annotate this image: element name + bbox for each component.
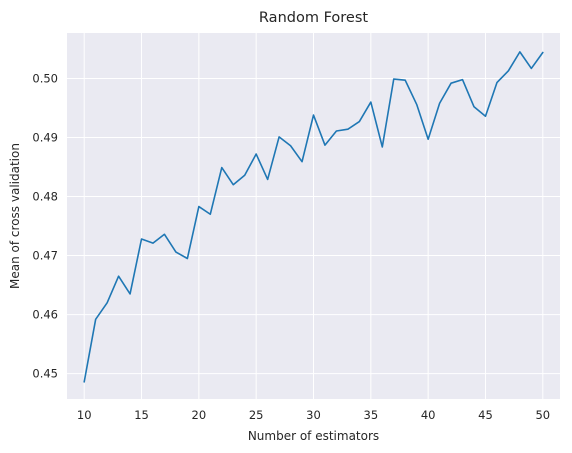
grid xyxy=(67,33,560,399)
x-tick-label: 30 xyxy=(306,408,321,422)
x-tick-label: 15 xyxy=(134,408,149,422)
x-tick-label: 20 xyxy=(192,408,207,422)
x-tick-label: 35 xyxy=(364,408,379,422)
series-layer xyxy=(83,51,544,383)
chart-title: Random Forest xyxy=(259,10,368,26)
y-tick-label: 0.45 xyxy=(32,367,58,381)
x-tick-label: 40 xyxy=(421,408,436,422)
y-tick-label: 0.46 xyxy=(32,308,58,322)
y-tick-label: 0.49 xyxy=(32,130,58,144)
x-tick-label: 25 xyxy=(249,408,264,422)
x-tick-label: 45 xyxy=(478,408,493,422)
x-tick-label: 50 xyxy=(535,408,550,422)
x-tick-label: 10 xyxy=(77,408,92,422)
x-axis-label: Number of estimators xyxy=(248,429,379,443)
y-axis-label: Mean of cross validation xyxy=(8,143,22,289)
tick-labels: 10 15 20 25 30 35 40 45 50 0.45 0.46 0.47 0.48 0.49 0.… xyxy=(32,71,550,422)
y-tick-label: 0.47 xyxy=(32,249,58,263)
y-tick-label: 0.48 xyxy=(32,190,58,204)
y-tick-label: 0.50 xyxy=(32,71,58,85)
series-line xyxy=(83,51,544,383)
